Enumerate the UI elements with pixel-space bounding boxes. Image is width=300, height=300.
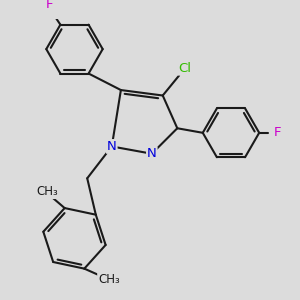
Text: N: N — [107, 140, 117, 153]
Text: F: F — [46, 0, 53, 11]
Text: Cl: Cl — [178, 62, 191, 75]
Text: F: F — [274, 126, 281, 139]
Text: CH₃: CH₃ — [37, 185, 58, 198]
Text: N: N — [147, 147, 157, 160]
Text: CH₃: CH₃ — [98, 273, 120, 286]
